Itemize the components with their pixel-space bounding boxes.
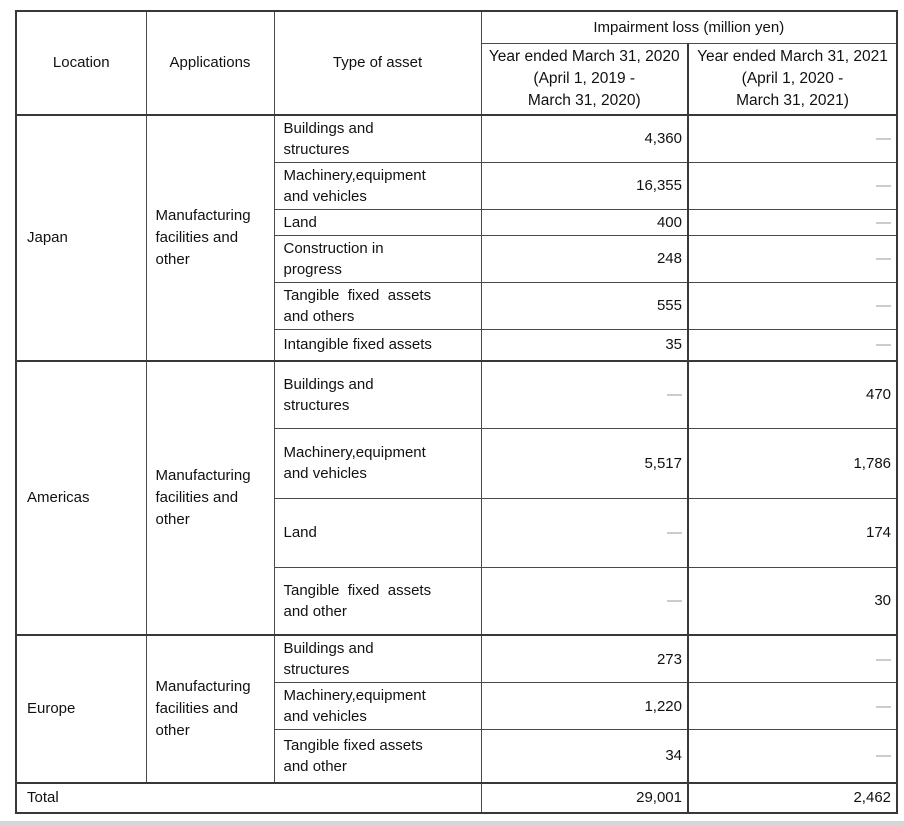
asset-type-cell: Buildings and structures: [273, 113, 482, 163]
value-cell-fy2021: —: [687, 281, 898, 330]
asset-type-cell: Tangible fixed assets and others: [273, 281, 482, 330]
value-cell-fy2021: —: [687, 113, 898, 163]
value-cell-fy2020: 555: [480, 281, 689, 330]
col-header-fy2021: Year ended March 31, 2021 (April 1, 2020…: [687, 42, 898, 115]
asset-type-cell: Tangible fixed assets and other: [273, 729, 482, 783]
value-cell-fy2021: 30: [687, 566, 898, 636]
applications-cell: Manufacturing facilities and other: [145, 360, 275, 636]
applications-cell: Manufacturing facilities and other: [145, 113, 275, 362]
value-cell-fy2021: —: [687, 729, 898, 783]
value-cell-fy2021: —: [687, 634, 898, 683]
asset-type-cell: Tangible fixed assets and other: [273, 566, 482, 636]
value-cell-fy2021: —: [687, 208, 898, 236]
asset-type-cell: Machinery,equipment and vehicles: [273, 161, 482, 210]
asset-type-cell: Machinery,equipment and vehicles: [273, 427, 482, 499]
col-header-fy2020: Year ended March 31, 2020 (April 1, 2019…: [480, 42, 689, 115]
col-header-applications: Applications: [145, 10, 275, 115]
value-cell-fy2021: —: [687, 682, 898, 730]
value-cell-fy2021: 1,786: [687, 427, 898, 499]
value-cell-fy2021: —: [687, 161, 898, 210]
asset-type-cell: Buildings and structures: [273, 360, 482, 429]
value-cell-fy2020: 34: [480, 729, 689, 783]
value-cell-fy2020: 4,360: [480, 113, 689, 163]
value-cell-fy2020: 400: [480, 208, 689, 236]
asset-type-cell: Land: [273, 497, 482, 568]
page-bottom-edge: [0, 821, 904, 826]
value-cell-fy2021: 174: [687, 497, 898, 568]
asset-type-cell: Machinery,equipment and vehicles: [273, 682, 482, 730]
value-cell-fy2020: 248: [480, 234, 689, 283]
value-cell-fy2021: —: [687, 234, 898, 283]
asset-type-cell: Buildings and structures: [273, 634, 482, 683]
value-cell-fy2020: 1,220: [480, 682, 689, 730]
location-cell-japan: Japan: [15, 113, 147, 362]
value-cell-fy2020: —: [480, 497, 689, 568]
value-cell-fy2020: 273: [480, 634, 689, 683]
location-cell-europe: Europe: [15, 634, 147, 783]
value-cell-fy2020: 16,355: [480, 161, 689, 210]
location-cell-americas: Americas: [15, 360, 147, 636]
impairment-loss-table: Location Applications Type of asset Impa…: [15, 10, 899, 814]
applications-cell: Manufacturing facilities and other: [145, 634, 275, 783]
asset-type-cell: Land: [273, 208, 482, 236]
asset-type-cell: Construction in progress: [273, 234, 482, 283]
total-label-cell: Total: [15, 781, 482, 813]
col-header-location: Location: [15, 10, 147, 115]
total-value-fy2021: 2,462: [687, 781, 898, 813]
value-cell-fy2020: 35: [480, 328, 689, 362]
asset-type-cell: Intangible fixed assets: [273, 328, 482, 362]
col-header-impairment-group: Impairment loss (million yen): [480, 10, 898, 44]
total-value-fy2020: 29,001: [480, 781, 689, 813]
value-cell-fy2021: 470: [687, 360, 898, 429]
value-cell-fy2020: 5,517: [480, 427, 689, 499]
value-cell-fy2021: —: [687, 328, 898, 362]
col-header-type-of-asset: Type of asset: [273, 10, 482, 115]
value-cell-fy2020: —: [480, 566, 689, 636]
value-cell-fy2020: —: [480, 360, 689, 429]
